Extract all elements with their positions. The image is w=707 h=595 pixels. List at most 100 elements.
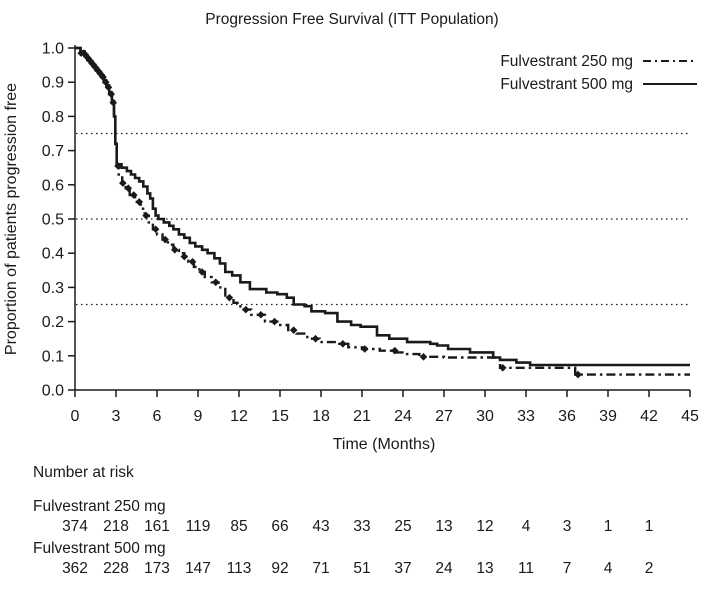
y-tick-label: 0.6 — [42, 177, 64, 194]
risk-count: 228 — [103, 560, 129, 577]
risk-count: 1 — [604, 518, 613, 535]
censor-diamond — [311, 334, 320, 343]
y-tick-label: 0.7 — [42, 143, 64, 160]
y-tick-label: 1.0 — [42, 41, 64, 58]
risk-count: 33 — [353, 518, 370, 535]
censor-diamond — [109, 98, 118, 107]
censor-diamond — [170, 245, 179, 254]
risk-count: 1 — [645, 518, 654, 535]
y-tick-label: 0.9 — [42, 75, 64, 92]
censor-diamond — [242, 305, 250, 314]
x-tick-label: 12 — [230, 408, 248, 425]
censor-diamond — [114, 162, 122, 170]
x-tick-label: 6 — [153, 408, 162, 425]
risk-count: 85 — [230, 518, 247, 535]
censor-diamond — [161, 235, 169, 244]
x-tick-label: 9 — [194, 408, 203, 425]
legend-label-500: Fulvestrant 500 mg — [500, 76, 633, 93]
risk-count: 24 — [435, 560, 453, 577]
censor-diamond — [339, 340, 347, 348]
y-tick-label: 0.8 — [42, 109, 64, 126]
risk-counts-250: 374 218 161 119 85 66 43 33 25 13 12 4 3 1 1 — [62, 518, 653, 535]
risk-count: 119 — [186, 518, 211, 535]
censor-diamond — [119, 179, 127, 187]
risk-count: 13 — [476, 560, 493, 577]
risk-group-label-500: Fulvestrant 500 mg — [33, 540, 166, 557]
censor-diamond — [104, 83, 113, 92]
risk-count: 374 — [62, 518, 88, 535]
censor-diamond — [124, 184, 133, 193]
curve-fulvestrant-500 — [75, 46, 690, 367]
risk-count: 37 — [394, 560, 411, 577]
x-tick-label: 3 — [112, 408, 121, 425]
number-at-risk-table: Number at risk Fulvestrant 250 mg 374 218… — [33, 464, 653, 577]
risk-count: 25 — [394, 518, 411, 535]
x-axis-title: Time (Months) — [333, 436, 436, 453]
censor-marks — [77, 49, 582, 379]
censor-diamond — [360, 345, 369, 353]
censor-diamond — [142, 211, 150, 220]
censor-diamond — [107, 90, 116, 98]
risk-count: 66 — [271, 518, 288, 535]
axes: 0.00.10.20.30.40.50.60.70.80.91.00 3 6 9 12 1… — [42, 41, 699, 426]
censor-diamond — [129, 191, 138, 199]
risk-count: 13 — [435, 518, 452, 535]
x-tick-label: 15 — [271, 408, 289, 425]
censor-diamond — [574, 370, 582, 379]
censor-diamond — [289, 326, 298, 334]
risk-count: 12 — [476, 518, 493, 535]
risk-count: 4 — [604, 560, 613, 577]
censor-diamond — [391, 346, 399, 355]
censor-diamond — [270, 317, 279, 326]
gridlines — [76, 132, 690, 306]
survival-curves — [75, 46, 690, 376]
censor-diamond — [211, 278, 220, 287]
y-tick-label: 0.1 — [42, 348, 64, 365]
censor-diamond — [101, 78, 110, 86]
y-axis-title: Proportion of patients progression free — [3, 83, 20, 355]
y-tick-label: 0.5 — [42, 212, 64, 229]
risk-group-label-250: Fulvestrant 250 mg — [33, 498, 166, 515]
x-tick-label: 42 — [640, 408, 658, 425]
x-tick-label: 33 — [517, 408, 535, 425]
chart-title: Progression Free Survival (ITT Populatio… — [205, 11, 498, 28]
y-tick-label: 0.2 — [42, 314, 64, 331]
risk-count: 362 — [62, 560, 88, 577]
risk-count: 3 — [563, 518, 572, 535]
y-tick-label: 0.4 — [42, 246, 64, 263]
censor-diamond — [180, 252, 189, 261]
risk-count: 113 — [227, 560, 252, 577]
risk-count: 7 — [563, 560, 572, 577]
censor-diamond — [225, 293, 234, 302]
x-tick-label: 0 — [71, 408, 80, 425]
x-tick-label: 30 — [476, 408, 494, 425]
x-tick-label: 36 — [558, 408, 576, 425]
censor-diamond — [188, 257, 197, 266]
legend-label-250: Fulvestrant 250 mg — [500, 53, 633, 70]
censor-diamond — [198, 268, 206, 276]
censor-diamond — [419, 353, 428, 361]
censor-diamond — [257, 310, 265, 319]
risk-count: 4 — [522, 518, 531, 535]
risk-count: 147 — [185, 560, 211, 577]
risk-count: 218 — [103, 518, 129, 535]
risk-table-heading: Number at risk — [33, 464, 134, 481]
censor-diamond — [498, 363, 507, 372]
curve-fulvestrant-250 — [75, 46, 690, 376]
x-tick-label: 24 — [394, 408, 412, 425]
risk-count: 51 — [353, 560, 370, 577]
censor-diamond — [135, 198, 144, 206]
risk-count: 11 — [518, 560, 534, 577]
risk-count: 173 — [144, 560, 170, 577]
y-tick-label: 0.0 — [42, 383, 64, 400]
x-tick-label: 39 — [599, 408, 617, 425]
legend: Fulvestrant 250 mg Fulvestrant 500 mg — [500, 53, 697, 93]
risk-count: 92 — [271, 560, 288, 577]
risk-count: 71 — [312, 560, 329, 577]
censor-diamond — [99, 73, 107, 81]
x-tick-label: 45 — [681, 408, 699, 425]
x-tick-label: 27 — [435, 408, 453, 425]
risk-count: 161 — [144, 518, 170, 535]
